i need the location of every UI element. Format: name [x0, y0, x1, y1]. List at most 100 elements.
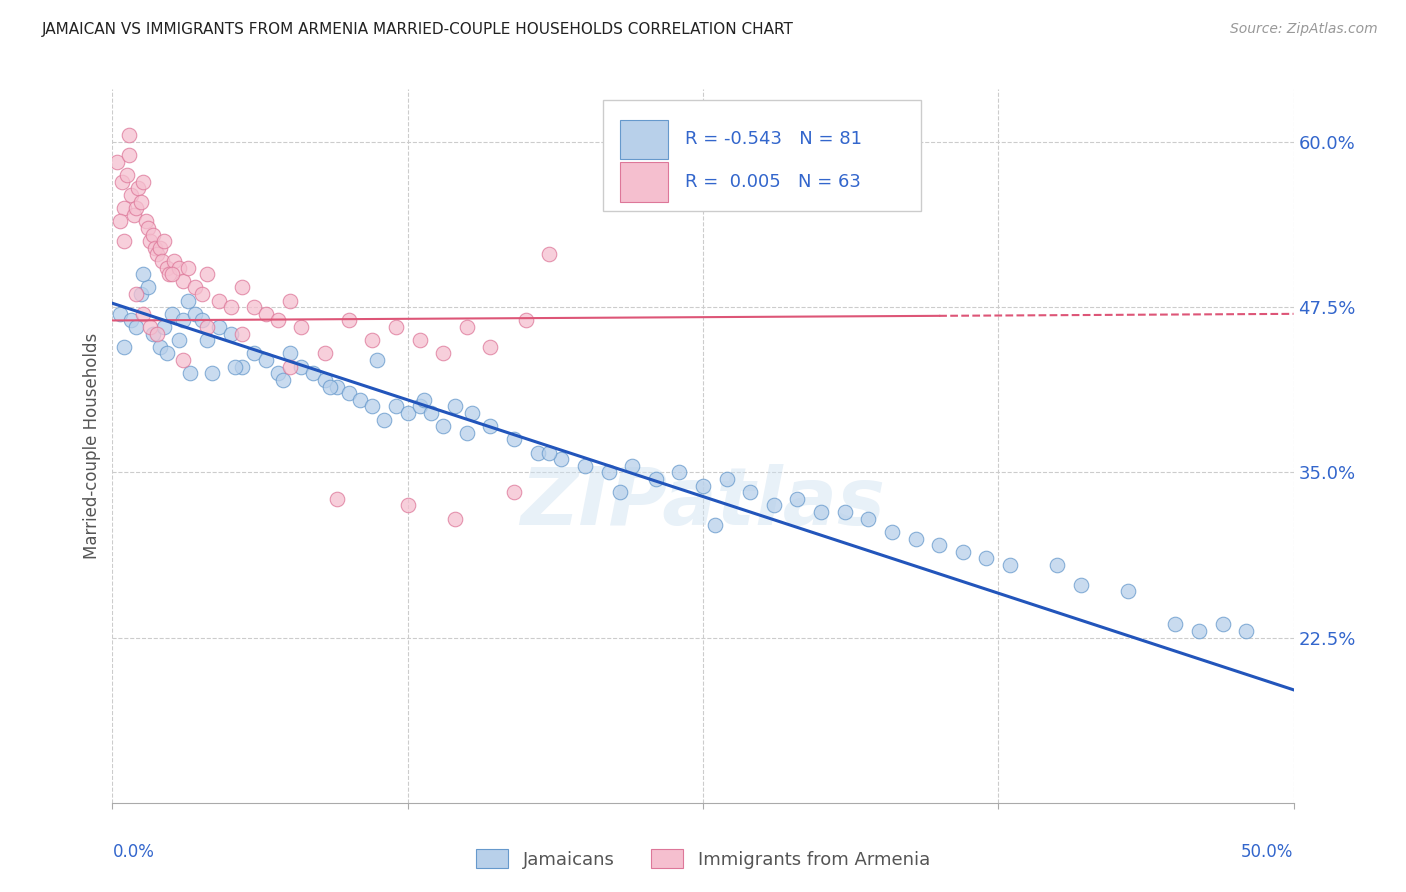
Point	[278, 293, 301, 308]
Point	[1116, 584, 1139, 599]
Point	[858, 511, 880, 525]
Point	[1212, 617, 1234, 632]
Point	[122, 208, 145, 222]
Point	[834, 505, 856, 519]
Point	[361, 333, 384, 347]
Point	[177, 293, 200, 308]
Point	[129, 194, 152, 209]
Point	[413, 392, 436, 407]
Point	[254, 307, 277, 321]
Point	[172, 313, 194, 327]
Point	[366, 353, 388, 368]
Point	[160, 267, 183, 281]
Bar	[620, 120, 668, 159]
Point	[786, 491, 808, 506]
Point	[314, 346, 336, 360]
Point	[112, 340, 135, 354]
Point	[105, 154, 128, 169]
Point	[621, 458, 644, 473]
Point	[515, 313, 537, 327]
Point	[904, 532, 927, 546]
Point	[142, 326, 165, 341]
Point	[195, 333, 218, 347]
Point	[326, 491, 349, 506]
Point	[762, 499, 785, 513]
Point	[460, 406, 482, 420]
Point	[444, 400, 467, 414]
Point	[142, 227, 165, 242]
Point	[373, 412, 395, 426]
Point	[149, 241, 172, 255]
Bar	[620, 162, 668, 202]
Text: ZIPatlas: ZIPatlas	[520, 464, 886, 542]
Point	[115, 168, 138, 182]
Text: 0.0%: 0.0%	[112, 843, 155, 861]
Point	[143, 241, 166, 255]
Point	[1070, 578, 1092, 592]
Point	[1234, 624, 1257, 638]
Point	[125, 320, 148, 334]
Point	[112, 234, 135, 248]
Point	[385, 400, 408, 414]
Y-axis label: Married-couple Households: Married-couple Households	[83, 333, 101, 559]
Point	[254, 353, 277, 368]
Point	[998, 558, 1021, 572]
Point	[396, 499, 419, 513]
Text: R = -0.543   N = 81: R = -0.543 N = 81	[685, 130, 862, 148]
Point	[132, 267, 155, 281]
Point	[361, 400, 384, 414]
Point	[880, 524, 903, 539]
Point	[172, 274, 194, 288]
Point	[668, 466, 690, 480]
Point	[503, 433, 526, 447]
Point	[136, 221, 159, 235]
Point	[408, 400, 430, 414]
Point	[243, 300, 266, 314]
Point	[420, 406, 443, 420]
Point	[120, 188, 142, 202]
Point	[167, 333, 190, 347]
Point	[644, 472, 666, 486]
Point	[139, 320, 162, 334]
Point	[267, 313, 290, 327]
Point	[172, 353, 194, 368]
Point	[574, 458, 596, 473]
Point	[146, 326, 169, 341]
Point	[396, 406, 419, 420]
Legend: Jamaicans, Immigrants from Armenia: Jamaicans, Immigrants from Armenia	[468, 842, 938, 876]
Point	[1046, 558, 1069, 572]
Text: 50.0%: 50.0%	[1241, 843, 1294, 861]
Point	[432, 419, 454, 434]
Point	[716, 472, 738, 486]
Point	[150, 254, 173, 268]
Point	[195, 267, 218, 281]
Point	[538, 445, 561, 459]
Point	[146, 247, 169, 261]
Point	[503, 485, 526, 500]
Point	[224, 359, 246, 374]
Point	[184, 280, 207, 294]
Point	[1188, 624, 1211, 638]
Point	[179, 367, 201, 381]
Point	[1164, 617, 1187, 632]
Point	[609, 485, 631, 500]
Point	[156, 260, 179, 275]
Point	[219, 300, 242, 314]
Point	[740, 485, 762, 500]
Point	[136, 280, 159, 294]
Point	[326, 379, 349, 393]
Point	[125, 287, 148, 301]
Point	[153, 234, 176, 248]
Point	[231, 280, 253, 294]
Point	[267, 367, 290, 381]
Point	[432, 346, 454, 360]
Point	[810, 505, 832, 519]
Point	[219, 326, 242, 341]
Point	[302, 367, 325, 381]
Point	[112, 201, 135, 215]
Point	[118, 128, 141, 143]
Point	[278, 359, 301, 374]
Point	[208, 320, 231, 334]
Point	[184, 307, 207, 321]
Point	[976, 551, 998, 566]
